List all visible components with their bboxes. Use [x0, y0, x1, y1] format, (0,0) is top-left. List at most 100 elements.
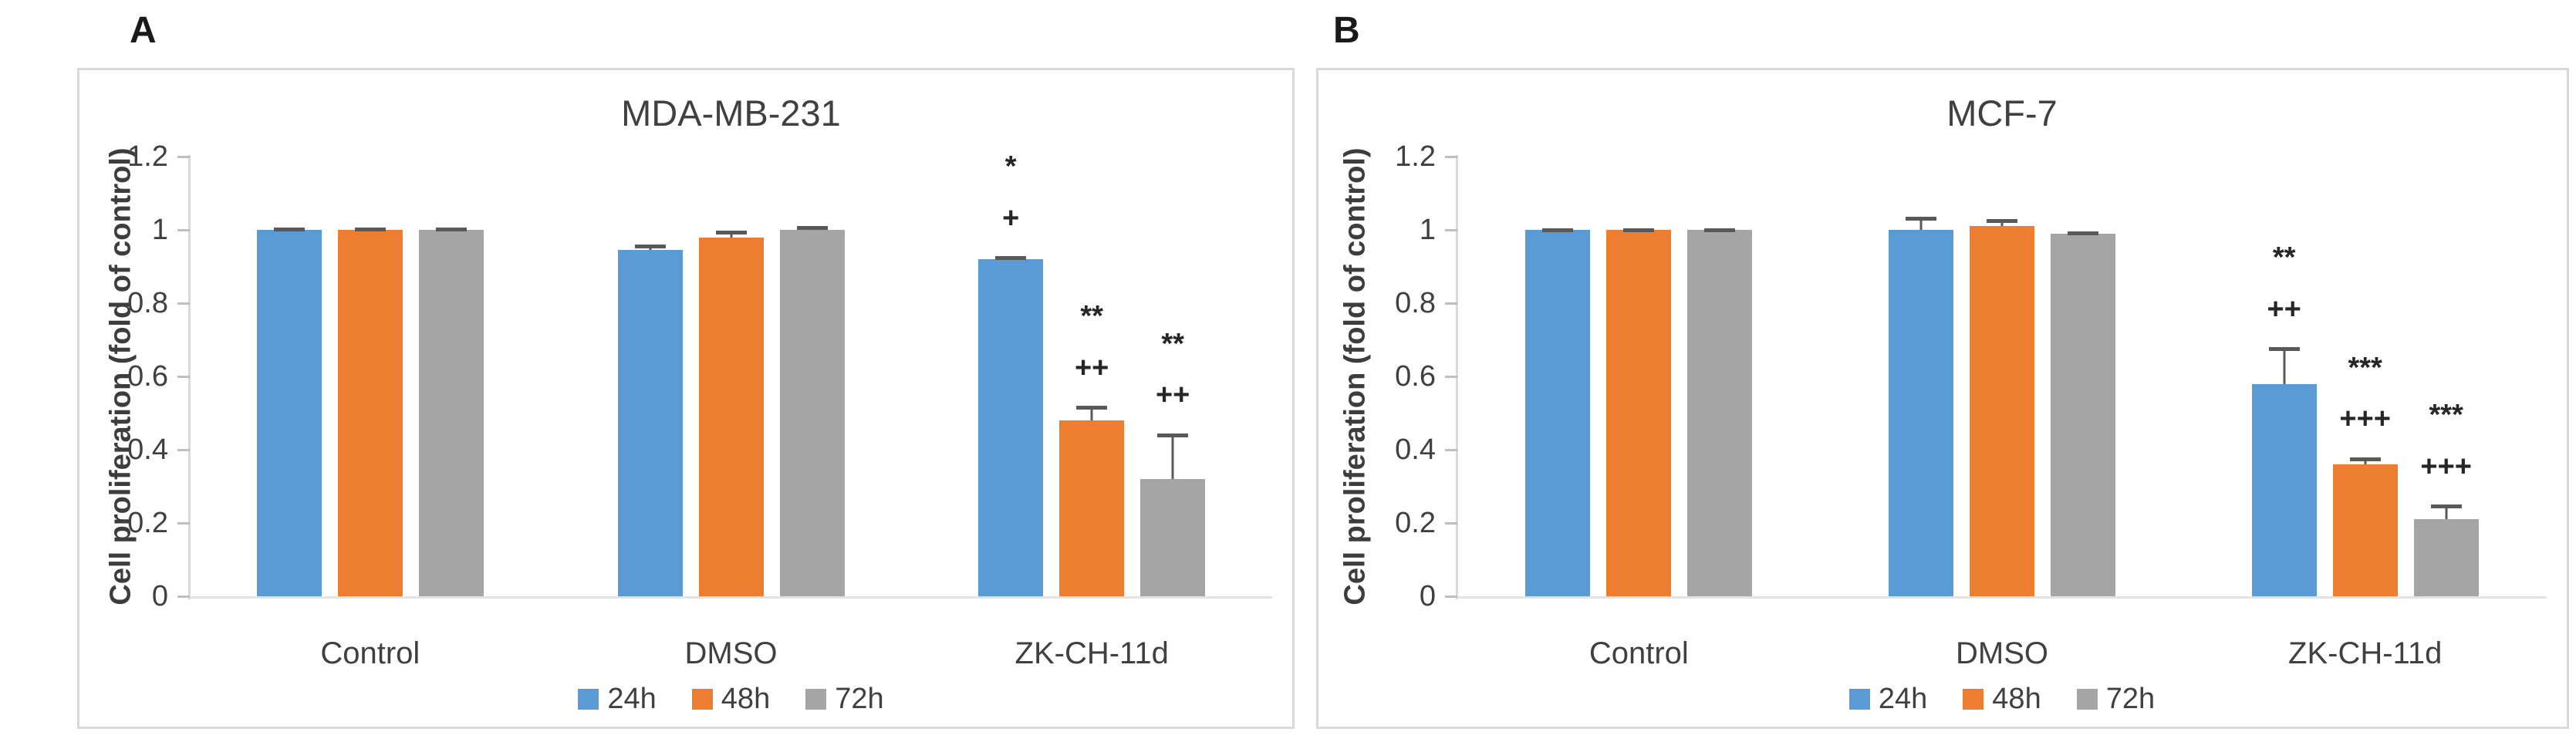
bar-24h-control	[1525, 228, 1591, 596]
legend: 24h 48h 72h	[190, 683, 1272, 716]
legend-item-48h: 48h	[691, 683, 771, 716]
y-tick-label: 0.8	[1395, 287, 1436, 319]
error-bar-cap	[1623, 228, 1655, 232]
y-axis-tick	[1445, 376, 1457, 378]
chart-title: MDA-MB-231	[621, 93, 841, 133]
y-axis-tick	[177, 156, 190, 158]
x-axis-labels: Control DMSO ZK-CH-11d	[190, 636, 1272, 671]
legend-label: 48h	[1992, 683, 2041, 715]
bar-cluster-control	[256, 228, 484, 596]
legend-label: 24h	[1878, 683, 1928, 715]
y-axis-tick	[1445, 229, 1457, 231]
bar-72h-dmso	[779, 226, 845, 596]
error-bar	[1076, 406, 1108, 420]
category-slot-dmso	[1821, 157, 2184, 596]
bar-72h-zk-ch-11d: ** ++	[1140, 328, 1206, 596]
error-bar-line	[1919, 217, 1923, 230]
bar-72h-zk-ch-11d: *** +++	[2413, 399, 2479, 596]
legend-label: 72h	[2105, 683, 2156, 715]
y-tick-label: 1	[1419, 214, 1436, 246]
legend-item-72h: 72h	[2076, 683, 2156, 716]
x-label-zk-ch-11d: ZK-CH-11d	[2288, 636, 2443, 670]
y-axis-tick	[177, 376, 190, 378]
y-axis-tick	[177, 449, 190, 451]
bar-48h-control	[337, 228, 403, 596]
error-bar-cap	[1076, 406, 1108, 410]
significance-annotation: *** +++	[2339, 351, 2391, 436]
x-label-dmso: DMSO	[1956, 636, 2048, 670]
error-bar-cap	[435, 228, 467, 232]
y-axis-tick	[177, 229, 190, 231]
error-bar-cap	[354, 228, 386, 232]
legend-label: 72h	[835, 683, 884, 715]
x-label-zk-ch-11d: ZK-CH-11d	[1015, 636, 1169, 670]
bar-48h-zk-ch-11d: *** +++	[2332, 352, 2398, 596]
legend-item-24h: 24h	[1848, 683, 1928, 716]
y-axis-tick	[1445, 595, 1457, 598]
error-bar	[435, 228, 467, 232]
error-bar-cap	[1906, 217, 1936, 221]
chart-title: MCF-7	[1946, 93, 2058, 133]
y-tick-label: 0.6	[127, 360, 168, 393]
legend-item-24h: 24h	[578, 683, 657, 716]
legend: 24h 48h 72h	[1457, 683, 2547, 716]
legend-label: 48h	[721, 683, 771, 715]
y-axis-tick	[1445, 302, 1457, 305]
category-slot-dmso	[551, 157, 912, 596]
error-bar-cap	[2268, 347, 2300, 351]
error-bar	[273, 228, 305, 232]
bar-48h-dmso	[1970, 218, 2034, 596]
y-axis-tick	[1445, 156, 1457, 158]
category-slot-zk-ch-11d: ** ++ *** +++ *** +++	[2183, 157, 2547, 596]
error-bar-cap	[1704, 228, 1736, 233]
x-axis-labels: Control DMSO ZK-CH-11d	[1457, 636, 2547, 671]
y-tick-label: 0	[151, 580, 168, 612]
legend-swatch-48h	[1963, 689, 1984, 710]
error-bar-cap	[1542, 228, 1574, 232]
significance-annotation: ** ++	[1074, 300, 1109, 384]
legend-swatch-48h	[691, 689, 713, 710]
error-bar	[2430, 504, 2462, 520]
error-bar-cap	[2349, 457, 2381, 461]
bar-cluster-zk-ch-11d: * + ** ++ ** ++	[978, 150, 1206, 596]
significance-annotation: *** +++	[2420, 399, 2472, 483]
x-axis-line	[190, 596, 1272, 599]
error-bar-cap	[1987, 218, 2017, 223]
x-label-dmso: DMSO	[684, 636, 778, 670]
error-bar	[1987, 218, 2017, 227]
category-slot-control	[1457, 157, 1821, 596]
error-bar-line	[1090, 406, 1093, 420]
bar-72h-control	[1687, 228, 1753, 596]
significance-annotation: ** ++	[2267, 241, 2301, 326]
bar-cluster-dmso	[617, 226, 845, 596]
error-bar	[1704, 228, 1736, 233]
bar-cluster-dmso	[1889, 217, 2115, 596]
legend-label: 24h	[607, 683, 657, 715]
x-axis-line	[1457, 596, 2547, 599]
bar-24h-zk-ch-11d: * +	[978, 150, 1044, 596]
y-tick-label: 0.8	[127, 287, 168, 319]
error-bar-line	[2445, 504, 2448, 520]
legend-item-72h: 72h	[805, 683, 884, 716]
y-tick-label: 0.2	[1395, 507, 1436, 539]
bar-cluster-control	[1525, 228, 1753, 596]
panel-a-chart: MDA-MB-231 Cell proliferation (fold of co…	[77, 68, 1295, 729]
legend-swatch-72h	[805, 689, 827, 710]
bar-72h-control	[418, 228, 484, 596]
error-bar	[715, 230, 747, 238]
error-bar-cap	[715, 230, 747, 234]
y-axis-tick	[177, 302, 190, 305]
error-bar	[796, 226, 828, 231]
y-axis-tick	[1445, 449, 1457, 451]
error-bar	[2268, 347, 2300, 384]
bar-48h-dmso	[698, 230, 764, 596]
legend-swatch-24h	[1848, 689, 1870, 710]
error-bar-cap	[995, 256, 1027, 261]
y-tick-label: 0.6	[1395, 360, 1436, 393]
error-bar-cap	[273, 228, 305, 232]
bar-24h-dmso	[1889, 217, 1953, 596]
error-bar	[354, 228, 386, 232]
error-bar	[1157, 433, 1189, 479]
bar-cluster-zk-ch-11d: ** ++ *** +++ *** +++	[2251, 241, 2479, 596]
